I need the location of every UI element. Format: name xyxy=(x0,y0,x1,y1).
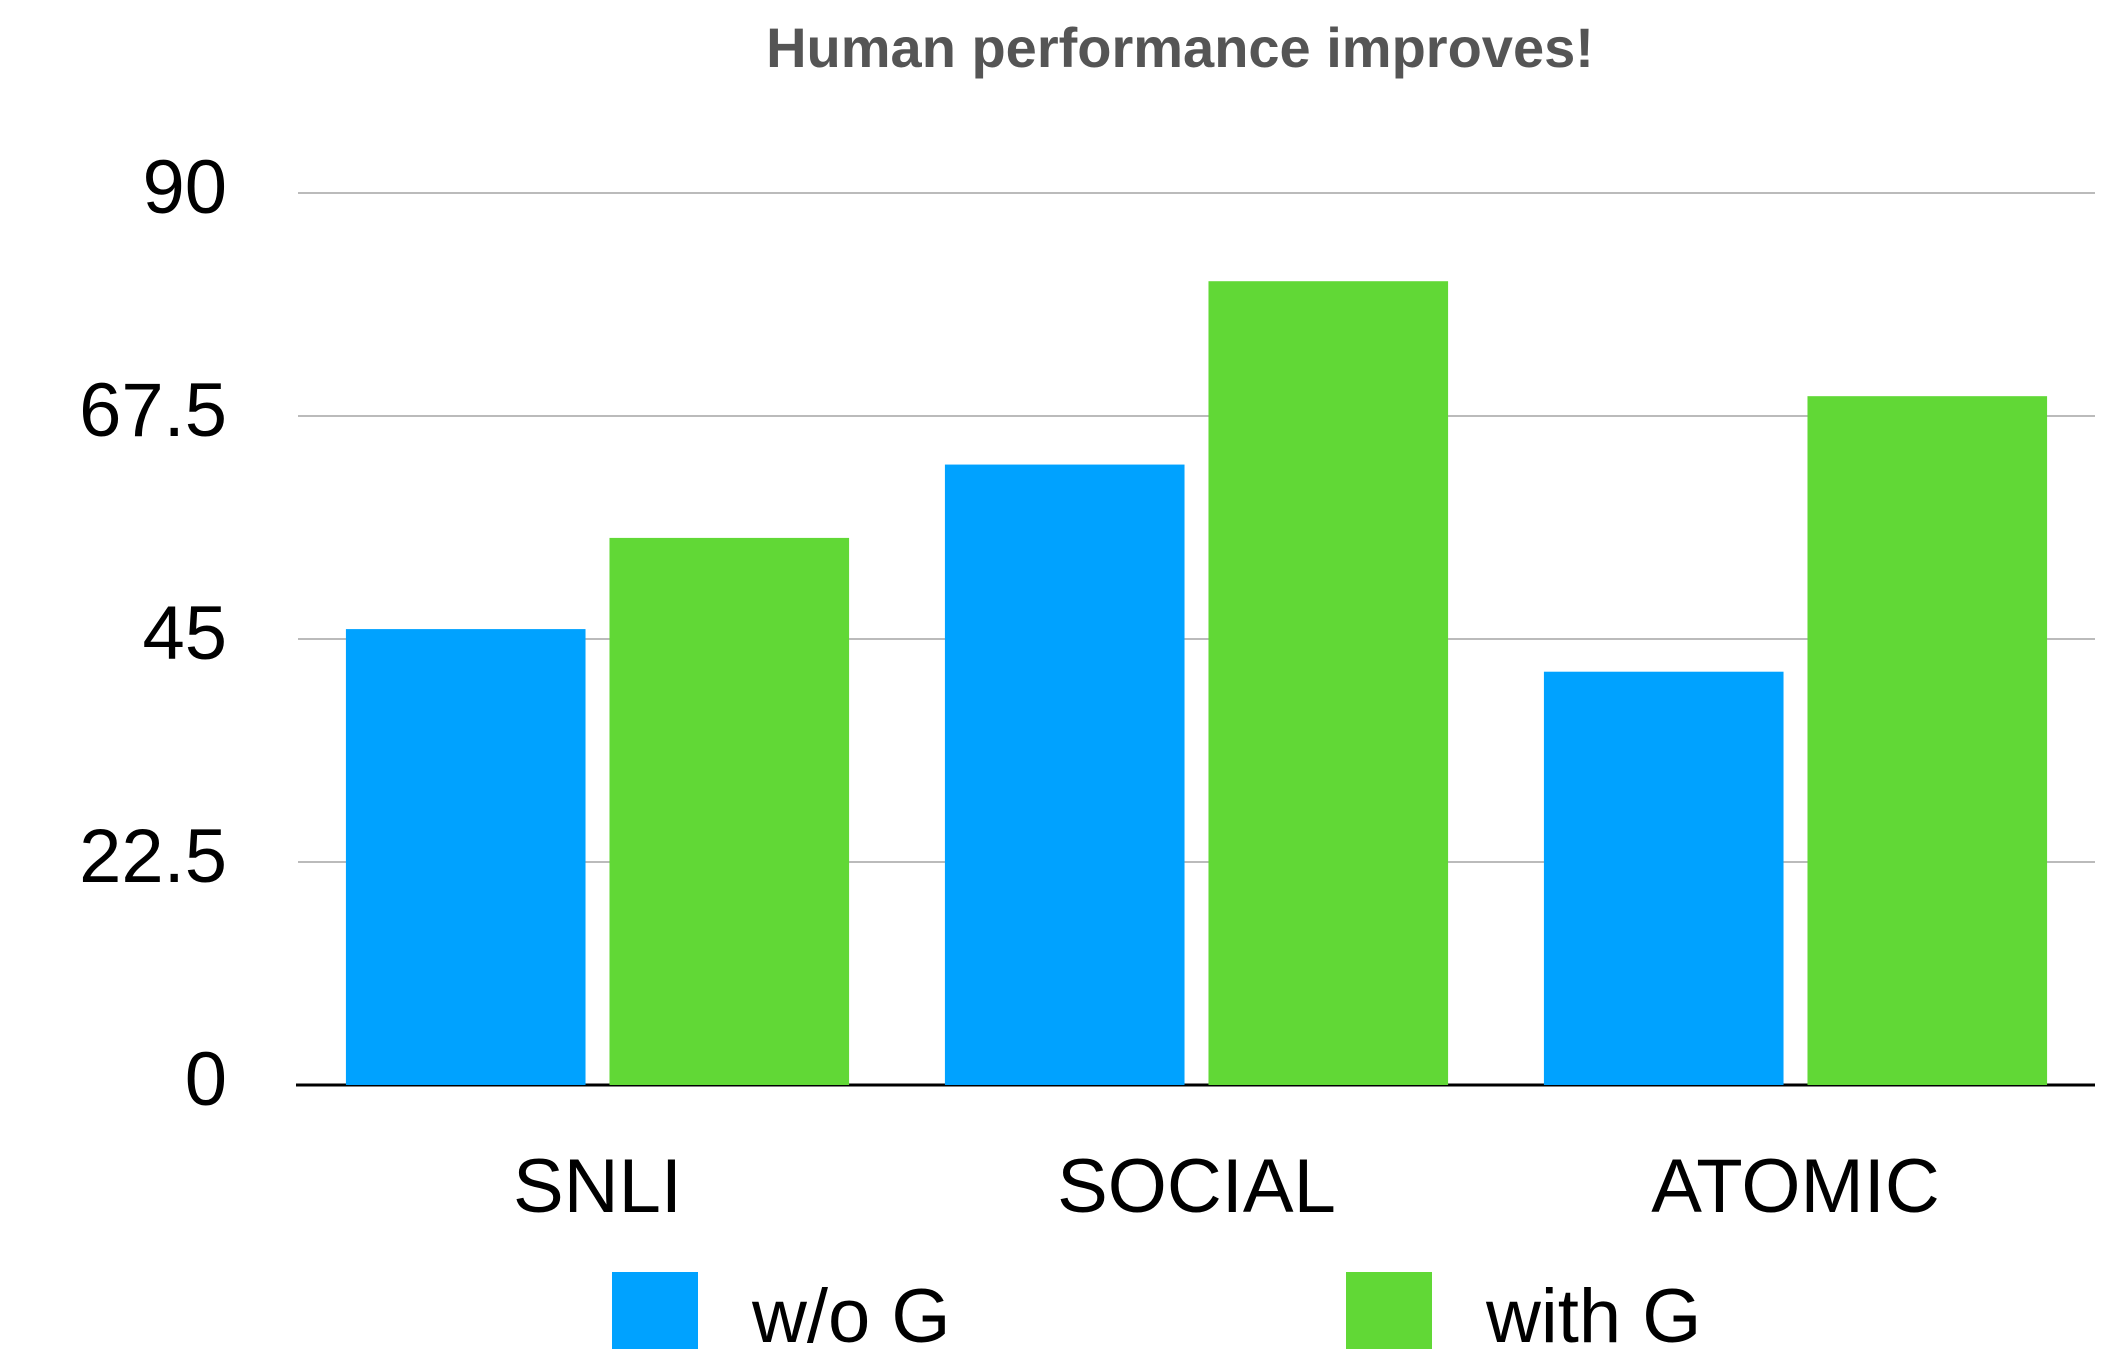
legend-swatch xyxy=(1346,1272,1432,1349)
y-tick-label: 0 xyxy=(185,1037,227,1122)
legend-swatch xyxy=(612,1272,698,1349)
bar xyxy=(1208,281,1449,1086)
y-tick-label: 90 xyxy=(142,145,227,230)
bar xyxy=(944,464,1185,1085)
x-tick-label: SNLI xyxy=(513,1144,682,1229)
legend-label: w/o G xyxy=(751,1274,951,1349)
x-tick-label: SOCIAL xyxy=(1057,1144,1336,1229)
x-tick-label: ATOMIC xyxy=(1651,1144,1940,1229)
bar xyxy=(1807,396,2048,1086)
y-tick-label: 22.5 xyxy=(79,814,227,899)
chart-title: Human performance improves! xyxy=(766,16,1594,79)
bar xyxy=(609,537,850,1085)
y-tick-label: 45 xyxy=(142,591,227,676)
y-tick-label: 67.5 xyxy=(79,368,227,453)
bar xyxy=(345,629,586,1085)
legend-label: with G xyxy=(1485,1274,1701,1349)
bar xyxy=(1543,671,1784,1085)
